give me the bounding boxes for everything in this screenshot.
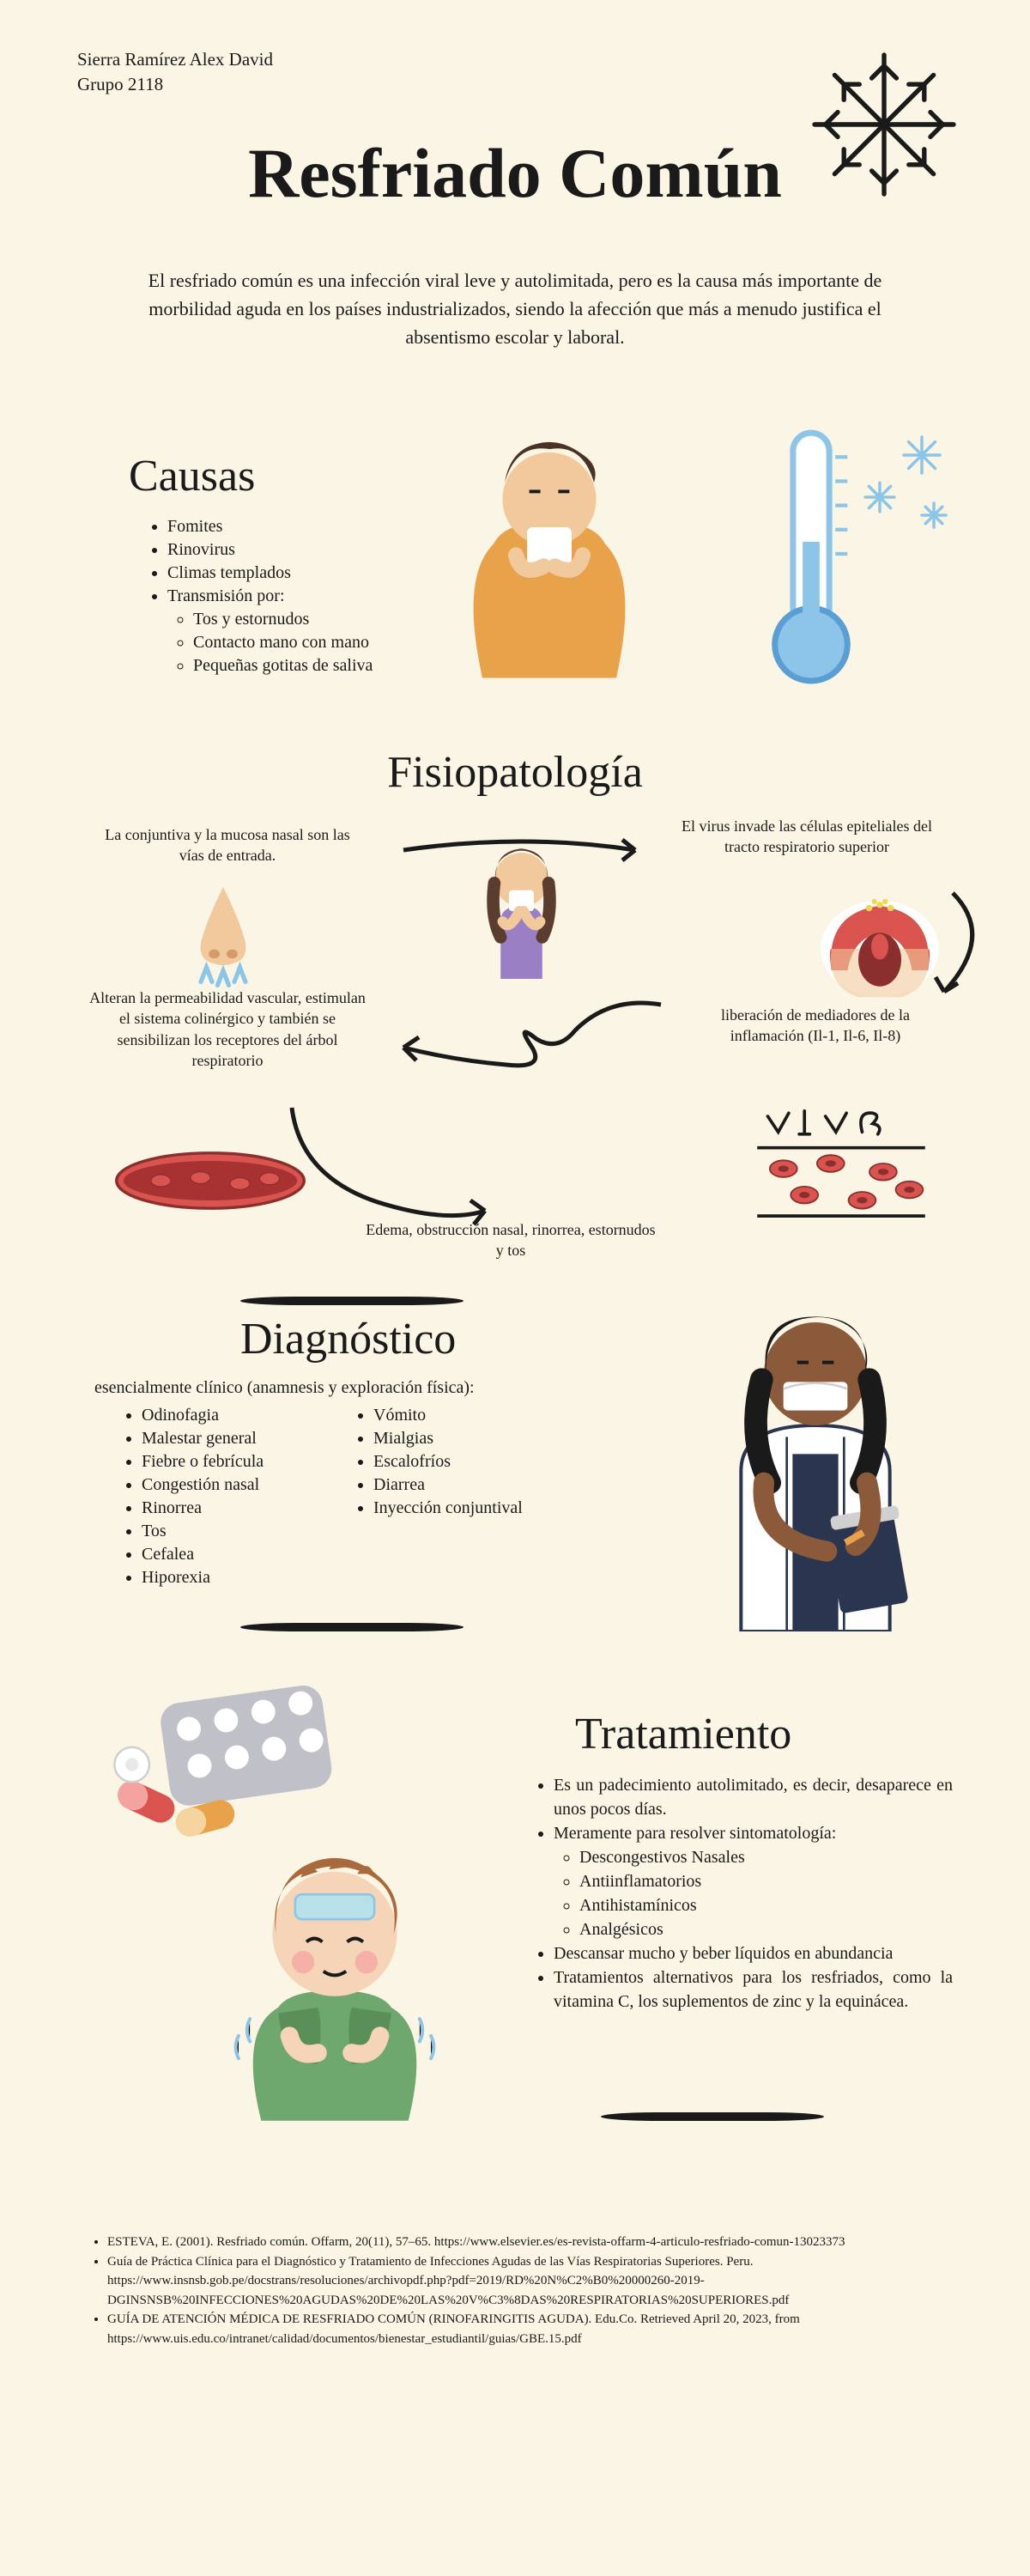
list-item: Escalofríos: [373, 1450, 523, 1473]
list-item: Inyección conjuntival: [373, 1497, 523, 1520]
doctor-icon: [678, 1288, 953, 1631]
list-item: Transmisión por: Tos y estornudos Contac…: [167, 585, 373, 677]
list-item: Descansar mucho y beber líquidos en abun…: [554, 1941, 953, 1965]
list-item: Climas templados: [167, 562, 373, 585]
references: ESTEVA, E. (2001). Resfriado común. Offa…: [86, 2233, 944, 2348]
list-item: Meramente para resolver sintomatología: …: [554, 1821, 953, 1941]
list-item: Tos: [142, 1520, 264, 1543]
list-item: Rinovirus: [167, 538, 373, 562]
list-item: Es un padecimiento autolimitado, es deci…: [554, 1773, 953, 1821]
list-item: Fomites: [167, 515, 373, 538]
causas-heading: Causas: [129, 451, 255, 501]
fisio-step3: Alteran la permeabilidad vascular, estim…: [86, 987, 369, 1071]
trat-list: Es un padecimiento autolimitado, es deci…: [532, 1773, 953, 2014]
pills-icon: [99, 1683, 339, 1846]
list-item: Contacto mano con mano: [193, 631, 373, 654]
sick-person-icon: [438, 421, 661, 678]
arrow-icon: [386, 987, 670, 1099]
fisio-step1: La conjuntiva y la mucosa nasal son las …: [103, 824, 352, 866]
list-item: Hiporexia: [142, 1566, 264, 1589]
list-item: Rinorrea: [142, 1497, 264, 1520]
divider-line: [240, 1623, 464, 1631]
ref-item: GUÍA DE ATENCIÓN MÉDICA DE RESFRIADO COM…: [107, 2310, 944, 2348]
ref-item: Guía de Práctica Clínica para el Diagnós…: [107, 2252, 944, 2311]
list-item: Vómito: [373, 1404, 523, 1427]
blood-cells-icon: [747, 1099, 936, 1228]
arrow-icon: [395, 824, 652, 876]
divider-line: [601, 2112, 824, 2121]
cold-child-icon: [210, 1838, 459, 2121]
list-item: Pequeñas gotitas de saliva: [193, 654, 373, 677]
group-name: Grupo 2118: [77, 72, 273, 97]
trat-heading: Tratamiento: [575, 1709, 791, 1759]
diag-intro: esencialmente clínico (anamnesis y explo…: [94, 1378, 475, 1398]
intro-text: El resfriado común es una infección vira…: [129, 266, 901, 351]
diag-heading: Diagnóstico: [240, 1314, 456, 1364]
trans-label: Transmisión por:: [167, 586, 285, 605]
arrow-icon: [901, 884, 1004, 1005]
nose-icon: [167, 876, 279, 987]
ref-item: ESTEVA, E. (2001). Resfriado común. Offa…: [107, 2233, 944, 2252]
fisio-step2: El virus invade las células epiteliales …: [678, 816, 936, 858]
arrow-icon: [275, 1099, 498, 1236]
list-item: Analgésicos: [579, 1917, 953, 1941]
list-item: Antiinflamatorios: [579, 1869, 953, 1893]
list-item: Odinofagia: [142, 1404, 264, 1427]
list-item: Cefalea: [142, 1543, 264, 1566]
snowflake-icon: [807, 47, 961, 202]
causas-list: Fomites Rinovirus Climas templados Trans…: [146, 515, 373, 677]
trat-b2: Meramente para resolver sintomatología:: [554, 1824, 836, 1843]
header-meta: Sierra Ramírez Alex David Grupo 2118: [77, 47, 273, 98]
list-item: Congestión nasal: [142, 1473, 264, 1497]
mini-snowflakes-icon: [850, 425, 970, 545]
student-name: Sierra Ramírez Alex David: [77, 47, 273, 72]
diag-list-1: Odinofagia Malestar general Fiebre o feb…: [120, 1404, 264, 1589]
list-item: Antihistamínicos: [579, 1893, 953, 1917]
list-item: Fiebre o febrícula: [142, 1450, 264, 1473]
list-item: Descongestivos Nasales: [579, 1845, 953, 1869]
diag-list-2: Vómito Mialgias Escalofríos Diarrea Inye…: [352, 1404, 523, 1520]
list-item: Malestar general: [142, 1427, 264, 1450]
list-item: Mialgias: [373, 1427, 523, 1450]
list-item: Diarrea: [373, 1473, 523, 1497]
divider-line: [240, 1297, 464, 1305]
fisio-heading: Fisiopatología: [0, 747, 1030, 798]
list-item: Tos y estornudos: [193, 608, 373, 631]
fisio-step4: liberación de mediadores de la inflamaci…: [687, 1005, 944, 1047]
list-item: Tratamientos alternativos para los resfr…: [554, 1965, 953, 2014]
